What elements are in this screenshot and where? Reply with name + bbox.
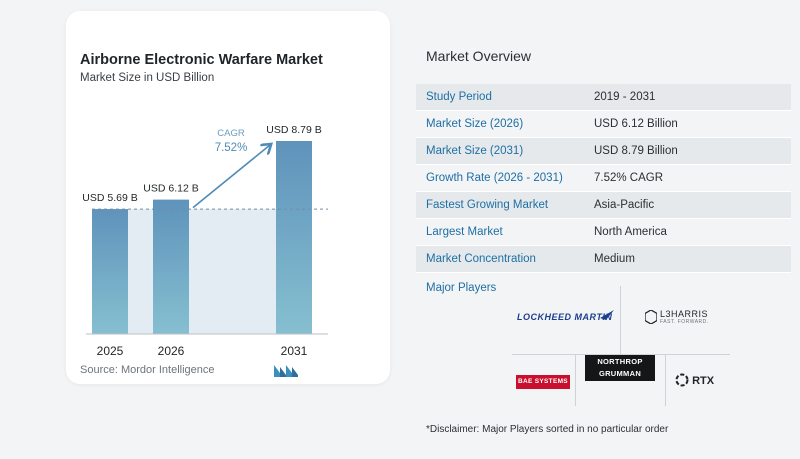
overview-row: Growth Rate (2026 - 2031) 7.52% CAGR: [416, 165, 791, 192]
cagr-value: 7.52%: [215, 142, 248, 154]
overview-value: USD 8.79 Billion: [594, 145, 678, 157]
data-label-2026: USD 6.12 B: [143, 183, 198, 195]
overview-label: Fastest Growing Market: [426, 199, 549, 211]
l3harris-name: L3HARRIS: [660, 309, 709, 319]
baseline-band: [92, 209, 312, 334]
source-note: Source: Mordor Intelligence: [80, 364, 215, 376]
bar-2025: [92, 209, 128, 334]
lockheed-martin-logo: LOCKHEED MARTIN: [517, 312, 613, 322]
bae-systems-logo: BAE SYSTEMS: [516, 375, 570, 389]
mordor-logo-icon: [274, 365, 298, 377]
x-tick-2025: 2025: [97, 344, 124, 358]
chart-card: Airborne Electronic Warfare Market Marke…: [66, 11, 390, 384]
bar-chart: USD 5.69 B 2025 USD 6.12 B 2026 USD 8.79 B 20…: [82, 124, 328, 358]
x-tick-2026: 2026: [158, 344, 185, 358]
chart-subtitle: Market Size in USD Billion: [80, 72, 215, 84]
overview-value: Medium: [594, 253, 635, 265]
rtx-logo: RTX: [675, 373, 714, 387]
logo-divider: [665, 354, 666, 406]
northrop-grumman-logo: NORTHROP GRUMMAN: [585, 355, 655, 381]
rtx-mark-icon: [675, 373, 689, 387]
grumman-line: GRUMMAN: [598, 369, 642, 378]
major-players-title: Major Players: [426, 282, 497, 294]
overview-row: Market Size (2026) USD 6.12 Billion: [416, 111, 791, 138]
overview-value: USD 6.12 Billion: [594, 118, 678, 130]
overview-label: Growth Rate (2026 - 2031): [426, 172, 563, 184]
overview-row: Market Size (2031) USD 8.79 Billion: [416, 138, 791, 165]
overview-label: Study Period: [426, 91, 492, 103]
cagr-arrow: [192, 145, 270, 209]
overview-row: Largest Market North America: [416, 219, 791, 246]
bar-2026: [153, 199, 189, 334]
northrop-line: NORTHROP: [597, 357, 643, 366]
logo-divider: [575, 354, 576, 406]
data-label-2025: USD 5.69 B: [82, 192, 137, 204]
data-label-2031: USD 8.79 B: [266, 124, 321, 136]
logo-divider: [620, 286, 621, 354]
overview-value: 7.52% CAGR: [594, 172, 664, 184]
overview-label: Market Size (2031): [426, 145, 524, 157]
cagr-label: CAGR: [217, 128, 245, 139]
l3harris-logo: L3HARRIS FAST. FORWARD.: [645, 309, 709, 325]
overview-label: Largest Market: [426, 226, 503, 238]
overview-row: Study Period 2019 - 2031: [416, 84, 791, 111]
overview-label: Market Concentration: [426, 253, 536, 265]
overview-row: Fastest Growing Market Asia-Pacific: [416, 192, 791, 219]
x-tick-2031: 2031: [281, 344, 308, 358]
overview-value: 2019 - 2031: [594, 91, 656, 103]
chart-title: Airborne Electronic Warfare Market: [80, 52, 323, 68]
overview-row: Market Concentration Medium: [416, 246, 791, 273]
l3harris-mark-icon: [645, 310, 657, 324]
star-icon: [600, 310, 614, 320]
overview-label: Market Size (2026): [426, 118, 524, 130]
logo-divider: [512, 354, 730, 355]
rtx-name: RTX: [692, 375, 715, 387]
overview-value: Asia-Pacific: [594, 199, 655, 211]
overview-title: Market Overview: [426, 48, 532, 64]
l3harris-tagline: FAST. FORWARD.: [660, 319, 709, 325]
disclaimer: *Disclaimer: Major Players sorted in no …: [426, 424, 669, 435]
overview-value: North America: [594, 226, 667, 238]
overview-table: Study Period 2019 - 2031 Market Size (20…: [416, 84, 791, 273]
bar-2031: [276, 141, 312, 334]
